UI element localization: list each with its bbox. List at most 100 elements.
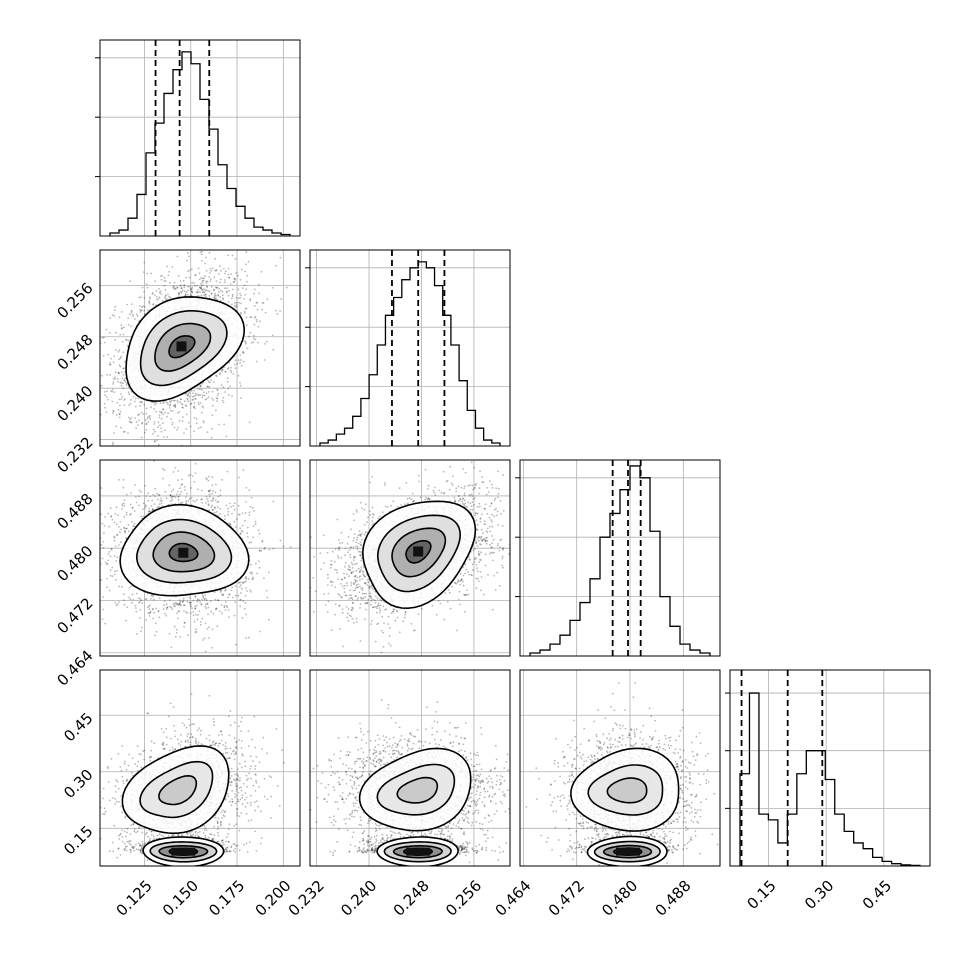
sample-point [176, 255, 179, 258]
sample-point [237, 359, 240, 362]
sample-point [123, 398, 126, 400]
sample-point [219, 278, 222, 281]
sample-point [180, 604, 183, 606]
sample-point [171, 498, 174, 501]
sample-point [219, 494, 222, 497]
sample-point [239, 532, 242, 535]
sample-point [185, 392, 187, 395]
sample-point [178, 419, 181, 422]
sample-point [222, 298, 225, 301]
sample-point [216, 389, 219, 391]
sample-point [245, 288, 248, 291]
sample-point [231, 297, 233, 300]
sample-point [263, 577, 265, 580]
sample-point [279, 256, 282, 259]
sample-point [110, 515, 113, 518]
sample-point [129, 418, 131, 421]
sample-point [138, 495, 140, 498]
sample-point [253, 323, 256, 326]
sample-point [209, 280, 212, 283]
sample-point [157, 435, 159, 437]
sample-point [241, 287, 244, 290]
sample-point [187, 634, 189, 637]
sample-point [122, 431, 125, 433]
sample-point [200, 285, 203, 287]
sample-point [103, 341, 106, 344]
sample-point [148, 605, 150, 608]
sample-point [124, 530, 126, 533]
sample-point [108, 525, 110, 528]
sample-point [123, 379, 126, 381]
sample-point [239, 586, 241, 589]
sample-point [194, 605, 197, 608]
sample-point [193, 480, 196, 483]
sample-point [200, 621, 202, 623]
sample-point [215, 483, 217, 486]
sample-point [241, 530, 244, 533]
sample-point [122, 478, 125, 481]
sample-point [219, 372, 222, 375]
sample-point [221, 291, 224, 293]
sample-point [235, 272, 238, 275]
sample-point [190, 487, 193, 489]
sample-point [153, 440, 156, 443]
sample-point [285, 286, 288, 289]
sample-point [195, 628, 197, 631]
sample-point [152, 304, 155, 306]
sample-point [185, 413, 188, 416]
sample-point [206, 498, 209, 500]
sample-point [245, 486, 248, 489]
sample-point [149, 414, 151, 417]
sample-point [185, 276, 187, 279]
sample-point [212, 612, 215, 615]
sample-point [160, 417, 163, 420]
sample-point [134, 397, 137, 400]
sample-point [207, 613, 209, 616]
sample-point [227, 393, 230, 396]
sample-point [146, 309, 149, 311]
sample-point [102, 541, 105, 543]
sample-point [151, 509, 154, 512]
sample-point [107, 512, 110, 515]
sample-point [147, 510, 150, 513]
sample-point [133, 523, 136, 525]
sample-point [181, 289, 184, 292]
sample-point [170, 496, 173, 499]
sample-point [177, 495, 180, 498]
sample-point [220, 384, 223, 387]
sample-point [163, 277, 166, 279]
sample-point [224, 609, 227, 611]
sample-point [141, 602, 144, 605]
sample-point [239, 397, 242, 399]
sample-point [117, 372, 120, 374]
sample-point [172, 287, 175, 289]
sample-point [243, 352, 245, 354]
sample-point [164, 297, 167, 299]
histogram-steps [529, 465, 711, 656]
sample-point [101, 618, 104, 620]
sample-point [185, 291, 188, 293]
sample-point [257, 341, 259, 344]
sample-point [211, 476, 214, 479]
sample-point [176, 286, 179, 289]
sample-point [104, 394, 106, 396]
sample-point [239, 313, 242, 316]
sample-point [201, 594, 204, 597]
sample-point [107, 553, 110, 555]
sample-point [165, 614, 168, 617]
sample-point [184, 293, 187, 296]
sample-point [115, 559, 117, 562]
sample-point [112, 361, 115, 364]
sample-point [224, 279, 226, 281]
sample-point [185, 405, 188, 407]
sample-point [162, 408, 164, 411]
sample-point [187, 392, 190, 395]
sample-point [154, 430, 156, 433]
sample-point [213, 294, 216, 297]
sample-point [138, 419, 140, 422]
sample-point [242, 350, 245, 353]
sample-point [259, 630, 261, 633]
sample-point [179, 493, 181, 496]
sample-point [207, 500, 210, 503]
sample-point [256, 302, 258, 304]
